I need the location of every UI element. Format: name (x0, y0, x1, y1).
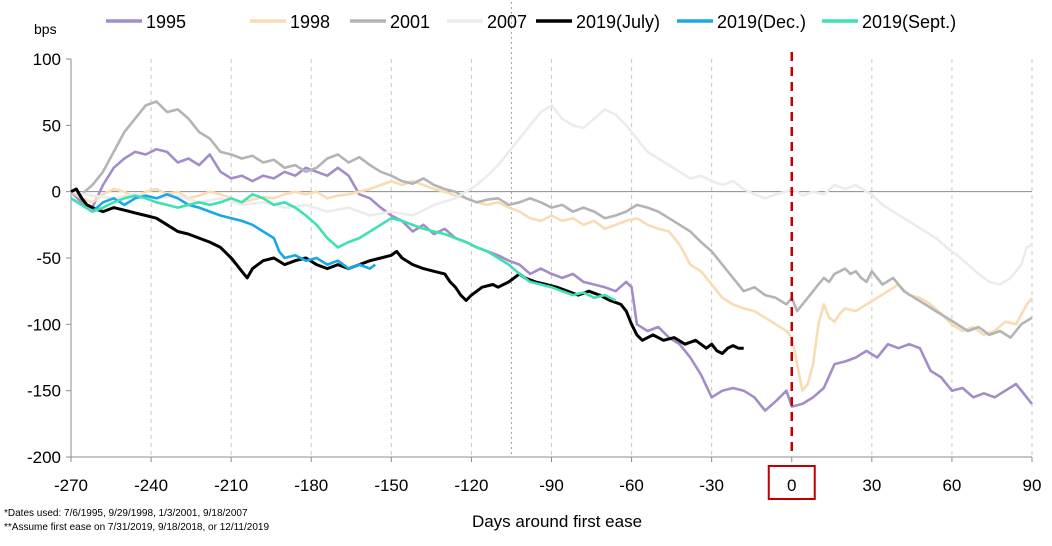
x-tick-label: -270 (54, 476, 88, 495)
y-tick-label: -100 (27, 315, 61, 334)
highlight-box (767, 465, 816, 500)
x-tick-label: -180 (294, 476, 328, 495)
footnote-assumption: **Assume first ease on 7/31/2019, 9/18/2… (4, 522, 269, 533)
x-tick-label: -30 (699, 476, 724, 495)
legend-label: 2019(July) (576, 12, 660, 32)
y-tick-label: 50 (42, 116, 61, 135)
y-tick-label: 100 (33, 50, 61, 69)
x-tick-label: 90 (1023, 476, 1042, 495)
y-axis-label: bps (34, 21, 57, 37)
y-tick-label: -200 (27, 448, 61, 467)
legend-label: 2001 (390, 12, 430, 32)
legend-label: 2007 (487, 12, 527, 32)
x-axis-label: Days around first ease (472, 512, 642, 531)
legend-label: 2019(Dec.) (717, 12, 806, 32)
x-tick-label: -150 (374, 476, 408, 495)
x-tick-label: -240 (134, 476, 168, 495)
y-tick-label: -50 (36, 249, 61, 268)
x-tick-label: -120 (454, 476, 488, 495)
series-line-2019-july (70, 187, 744, 355)
series-line-2019-dec (70, 193, 377, 270)
series-line-2001 (70, 100, 1033, 339)
legend-label: 2019(Sept.) (862, 12, 956, 32)
y-tick-label: -150 (27, 382, 61, 401)
series-line-1995 (70, 147, 1034, 412)
x-tick-label: 0 (787, 476, 796, 495)
x-tick-label: -90 (539, 476, 564, 495)
y-tick-label: 0 (52, 183, 61, 202)
x-tick-label: -60 (619, 476, 644, 495)
series-line-2019-sept (70, 193, 617, 302)
x-tick-label: -210 (214, 476, 248, 495)
legend: 1995 1998 2001 2007 2019(July) 2019(Dec.) 2019… (106, 12, 956, 32)
axes: 100 50 0 -50 -100 -150 -200 -270 -240 -210 -180 -15… (27, 50, 1042, 500)
footnote-dates: *Dates used: 7/6/1995, 9/29/1998, 1/3/20… (4, 508, 248, 519)
x-tick-label: 30 (862, 476, 881, 495)
legend-label: 1998 (290, 12, 330, 32)
x-tick-label: 60 (942, 476, 961, 495)
legend-label: 1995 (146, 12, 186, 32)
series-line-2007 (70, 104, 1033, 286)
vertical-gridlines (150, 2, 1033, 457)
series-lines (70, 52, 1034, 457)
